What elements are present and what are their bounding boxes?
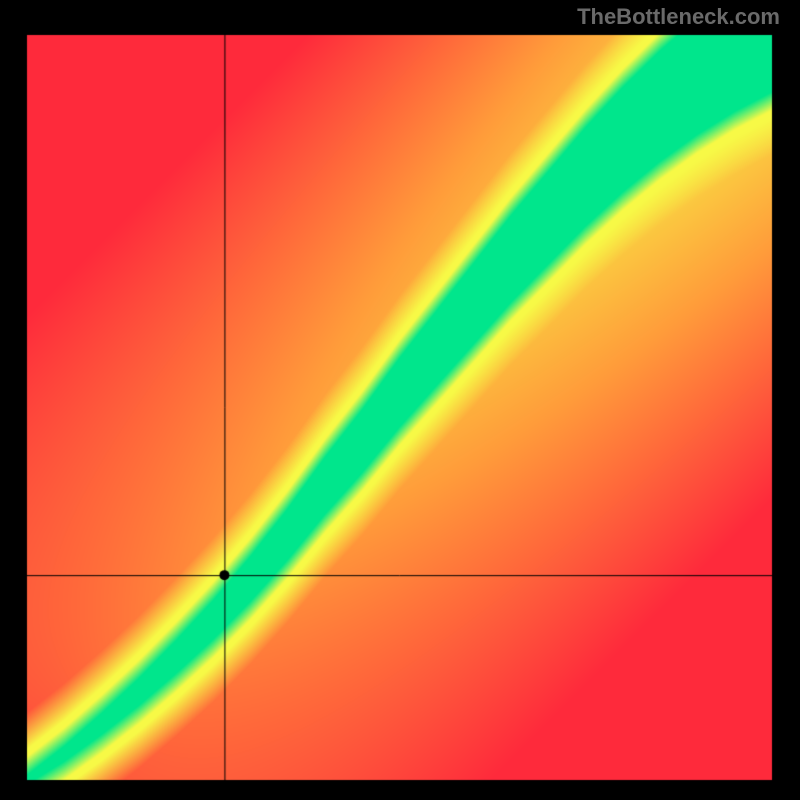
bottleneck-heatmap-canvas: [0, 0, 800, 800]
watermark-text: TheBottleneck.com: [577, 4, 780, 30]
chart-container: TheBottleneck.com: [0, 0, 800, 800]
